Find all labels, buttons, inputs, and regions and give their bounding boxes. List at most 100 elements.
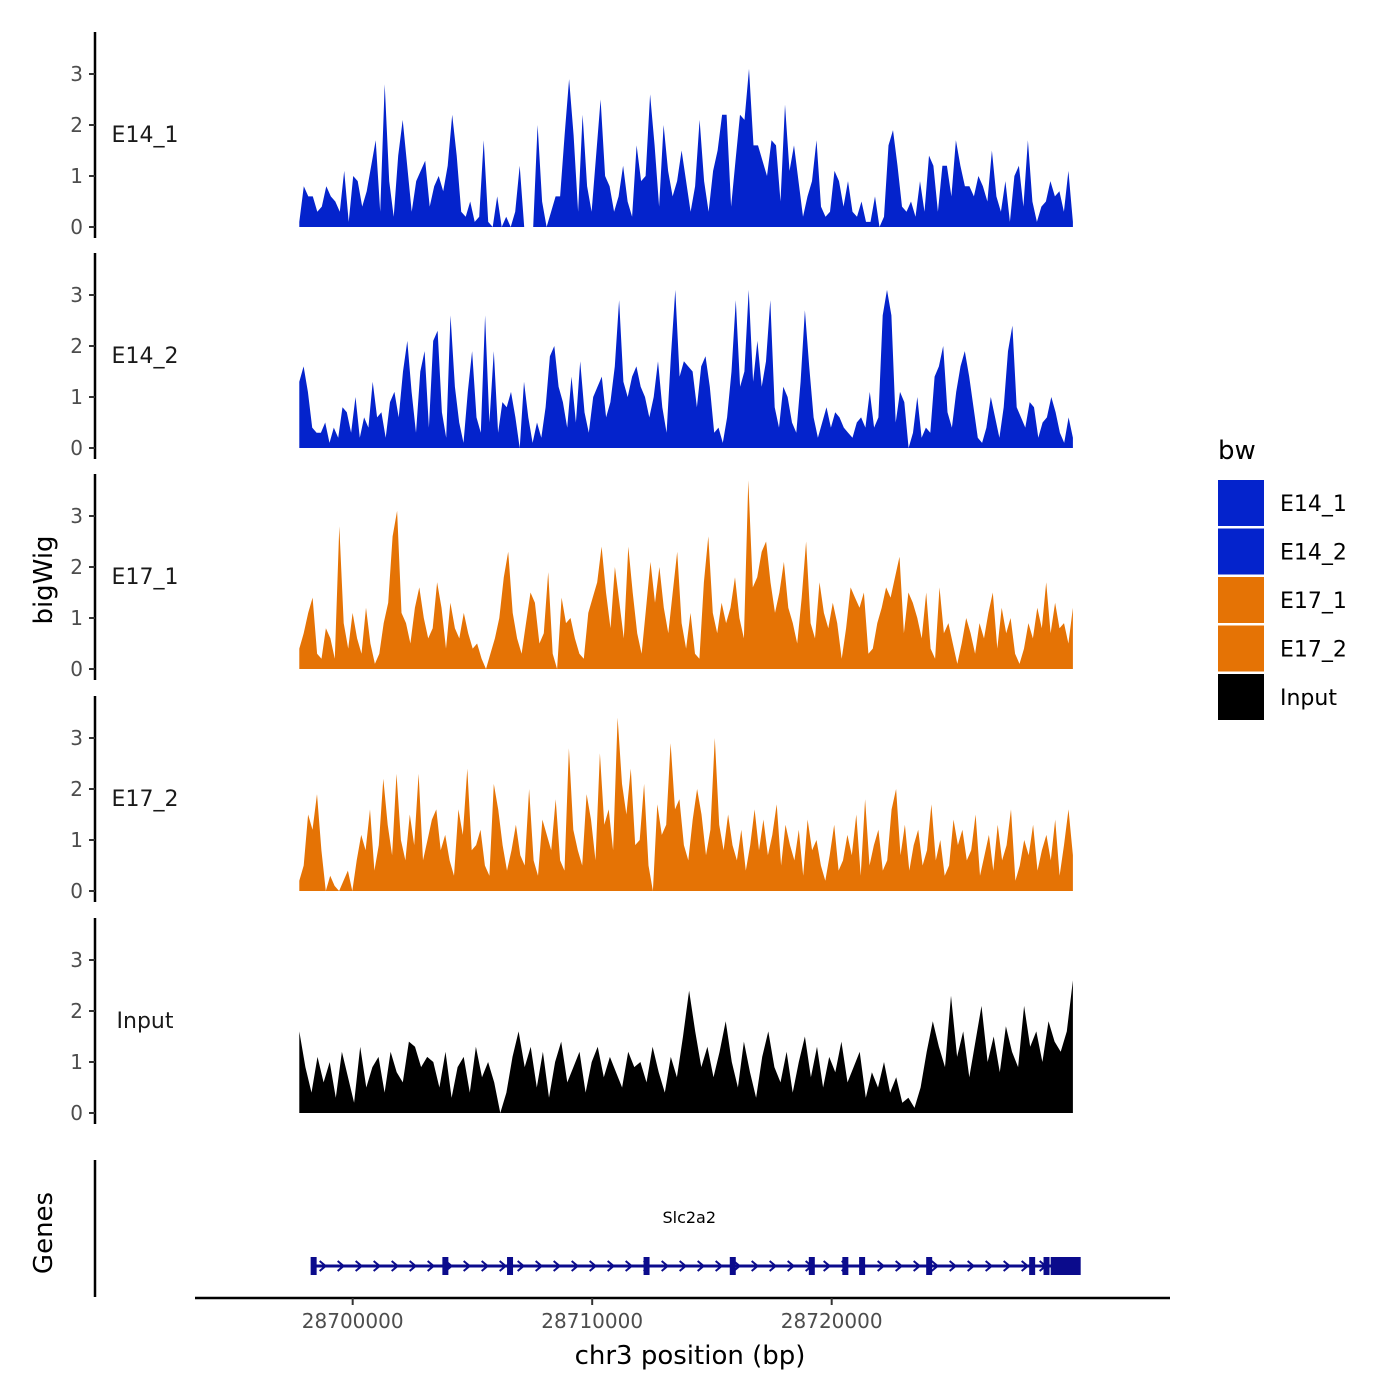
strand-arrow (373, 1260, 382, 1272)
track-label: E17_1 (112, 565, 179, 590)
y-tick-label: 2 (70, 113, 83, 137)
strand-arrow (553, 1260, 562, 1272)
strand-arrow (337, 1260, 346, 1272)
x-tick-label: 28710000 (541, 1309, 643, 1333)
y-tick-label: 2 (70, 999, 83, 1023)
strand-arrow (895, 1260, 904, 1272)
strand-arrow (607, 1260, 616, 1272)
strand-arrow (517, 1260, 526, 1272)
exon (859, 1257, 866, 1275)
y-tick-label: 2 (70, 777, 83, 801)
y-tick-label: 1 (70, 606, 83, 630)
legend-label-E14_1: E14_1 (1280, 492, 1347, 517)
strand-arrow (1002, 1260, 1012, 1272)
track-label: E17_2 (112, 787, 179, 812)
strand-arrow (409, 1260, 418, 1272)
exon (1050, 1257, 1081, 1275)
gene-name: Slc2a2 (662, 1208, 716, 1227)
gene-track-title: Genes (29, 1192, 59, 1274)
y-tick-label: 3 (70, 504, 83, 528)
y-tick-label: 3 (70, 62, 83, 86)
y-tick-label: 1 (70, 164, 83, 188)
legend-label-E17_1: E17_1 (1280, 589, 1347, 614)
exon (926, 1257, 933, 1275)
signal-tracks: 0 1 2 3 E14_1 0 1 2 3 E14_2 0 1 2 3 E17_1 0 1 2 3 E17_2 0 1 2 3… (70, 32, 1073, 1125)
signal-area-E17_1 (299, 480, 1073, 669)
strand-arrow (679, 1260, 688, 1272)
legend-swatch-E14_1 (1218, 480, 1264, 526)
x-axis-title: chr3 position (bp) (575, 1341, 806, 1371)
x-axis: 28700000 28710000 28720000 (195, 1296, 1170, 1333)
legend-swatch-E17_2 (1218, 625, 1264, 672)
strand-arrow (967, 1260, 976, 1272)
y-tick-label: 1 (70, 1050, 83, 1074)
strand-arrow (463, 1260, 472, 1272)
legend-swatch-Input (1218, 674, 1264, 720)
strand-arrow (481, 1260, 490, 1272)
exon (842, 1257, 849, 1275)
legend-label-E17_2: E17_2 (1280, 638, 1347, 663)
x-tick-label: 28720000 (781, 1309, 883, 1333)
x-tick-label: 28700000 (302, 1309, 404, 1333)
exon (310, 1257, 317, 1275)
legend-label-E14_2: E14_2 (1280, 541, 1347, 566)
exon (1029, 1257, 1036, 1275)
strand-arrow (769, 1260, 778, 1272)
exon (643, 1257, 650, 1275)
y-tick-label: 3 (70, 948, 83, 972)
y-tick-label: 1 (70, 385, 83, 409)
strand-arrow (715, 1260, 724, 1272)
track-E14_2: 0 1 2 3 E14_2 (70, 253, 1073, 460)
legend: bw E14_1 E14_2 E17_1 E17_2 Input (1218, 436, 1347, 720)
legend-swatch-E17_1 (1218, 577, 1264, 623)
y-tick-label: 2 (70, 555, 83, 579)
track-label: E14_1 (112, 123, 179, 148)
strand-arrow (319, 1260, 328, 1272)
y-tick-label: 0 (70, 215, 83, 239)
strand-arrow (589, 1260, 598, 1272)
signal-area-Input (299, 980, 1073, 1113)
strand-arrow (913, 1260, 922, 1272)
y-axis-title: bigWig (29, 535, 59, 624)
gene-track: Slc2a2 (93, 1160, 1081, 1297)
track-E14_1: 0 1 2 3 E14_1 (70, 32, 1073, 239)
strand-arrow (661, 1260, 670, 1272)
exon (1043, 1257, 1050, 1275)
strand-arrow (787, 1260, 796, 1272)
strand-arrow (355, 1260, 364, 1272)
track-E17_1: 0 1 2 3 E17_1 (70, 474, 1073, 681)
track-label: E14_2 (112, 344, 179, 369)
track-label: Input (117, 1009, 174, 1034)
strand-arrow (697, 1260, 706, 1272)
exon (808, 1257, 815, 1275)
y-tick-label: 2 (70, 334, 83, 358)
y-tick-label: 0 (70, 879, 83, 903)
strand-arrow (499, 1260, 508, 1272)
strand-arrow (823, 1260, 832, 1272)
strand-arrow (931, 1260, 940, 1272)
exon (442, 1257, 449, 1275)
y-tick-label: 0 (70, 1101, 83, 1125)
exon (729, 1257, 736, 1275)
strand-arrow (751, 1260, 760, 1272)
strand-arrow (571, 1260, 580, 1272)
strand-arrow (535, 1260, 544, 1272)
track-Input: 0 1 2 3 Input (70, 918, 1073, 1125)
signal-area-E14_2 (299, 289, 1073, 448)
y-tick-label: 0 (70, 436, 83, 460)
strand-arrow (391, 1260, 400, 1272)
legend-title: bw (1218, 436, 1256, 466)
strand-arrow (1020, 1260, 1030, 1272)
strand-arrow (427, 1260, 436, 1272)
y-tick-label: 1 (70, 828, 83, 852)
strand-arrow (949, 1260, 958, 1272)
y-tick-label: 3 (70, 726, 83, 750)
exon (507, 1257, 514, 1275)
legend-swatch-E14_2 (1218, 528, 1264, 575)
strand-arrow (877, 1260, 886, 1272)
legend-label-Input: Input (1280, 686, 1337, 711)
strand-arrow (625, 1260, 634, 1272)
signal-area-E14_1 (299, 68, 1073, 228)
signal-area-E17_2 (299, 717, 1073, 891)
